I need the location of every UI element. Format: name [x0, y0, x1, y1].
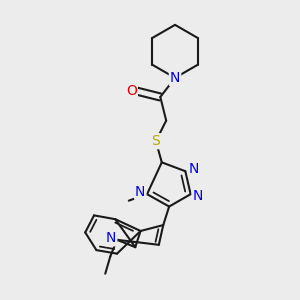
Text: N: N	[189, 162, 200, 176]
Text: N: N	[170, 71, 180, 85]
Text: N: N	[106, 231, 116, 245]
Text: N: N	[193, 189, 203, 202]
Text: O: O	[126, 84, 137, 98]
Text: N: N	[135, 185, 146, 199]
Text: S: S	[152, 134, 160, 148]
